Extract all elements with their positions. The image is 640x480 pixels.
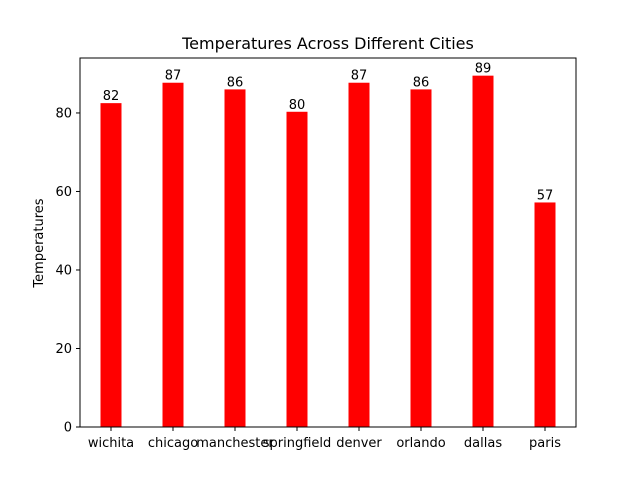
bar-value-label-springfield: 80 (289, 98, 306, 113)
bar-wichita (100, 103, 122, 427)
bar-chicago (162, 82, 184, 427)
bar-value-labels: 82 87 86 80 87 86 89 57 (103, 62, 554, 204)
chart-title: Temperatures Across Different Cities (181, 34, 474, 53)
x-tick-label-paris: paris (529, 436, 561, 451)
y-tick-label-0: 0 (64, 421, 72, 436)
plot-area-frame (79, 57, 577, 428)
bar-orlando (410, 89, 432, 428)
x-tick-label-denver: denver (336, 436, 382, 451)
y-tick-label-40: 40 (55, 263, 72, 278)
x-tick-label-wichita: wichita (88, 436, 134, 451)
x-tick-label-dallas: dallas (464, 436, 502, 451)
bar-value-label-wichita: 82 (103, 89, 120, 104)
x-tick-label-chicago: chicago (148, 436, 198, 451)
bar-value-label-chicago: 87 (165, 69, 182, 84)
y-tick-label-80: 80 (55, 106, 72, 121)
x-tick-label-springfield: springfield (263, 436, 332, 451)
bar-value-label-manchester: 86 (227, 75, 244, 90)
bar-paris (534, 202, 556, 427)
y-tick-label-20: 20 (55, 342, 72, 357)
bar-value-label-paris: 57 (537, 188, 554, 203)
bar-denver (348, 82, 370, 427)
bar-value-label-dallas: 89 (475, 62, 492, 77)
y-axis-ticks: 0 20 40 60 80 (55, 106, 80, 436)
y-tick-label-60: 60 (55, 185, 72, 200)
bars-group (100, 75, 556, 428)
y-axis-label: Temperatures (32, 198, 47, 288)
x-tick-label-orlando: orlando (396, 436, 445, 451)
bar-dallas (472, 75, 494, 427)
bar-value-label-denver: 87 (351, 69, 368, 84)
bar-springfield (286, 111, 308, 427)
bar-manchester (224, 89, 246, 428)
x-tick-label-manchester: manchester (196, 436, 274, 451)
bar-value-label-orlando: 86 (413, 75, 430, 90)
